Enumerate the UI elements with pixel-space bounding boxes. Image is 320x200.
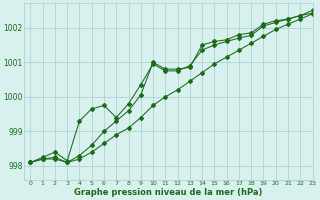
X-axis label: Graphe pression niveau de la mer (hPa): Graphe pression niveau de la mer (hPa)	[74, 188, 263, 197]
